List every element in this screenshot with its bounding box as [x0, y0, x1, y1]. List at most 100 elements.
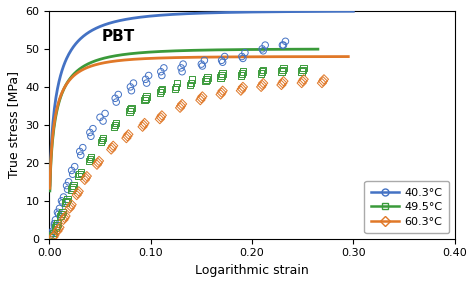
Point: [51, 223, 58, 228]
Point: [71, 164, 79, 169]
Point: [218, 90, 226, 95]
Point: [176, 105, 184, 110]
Point: [55, 225, 63, 230]
Point: [69, 172, 76, 176]
Point: [320, 77, 328, 82]
Point: [94, 160, 102, 165]
Point: [50, 235, 57, 239]
Point: [124, 134, 131, 139]
Point: [68, 187, 75, 192]
Point: [282, 39, 289, 44]
Point: [96, 115, 104, 120]
Point: [49, 229, 56, 233]
Point: [66, 206, 73, 211]
Legend: 40.3°C, 49.5°C, 60.3°C: 40.3°C, 49.5°C, 60.3°C: [365, 181, 449, 233]
Point: [58, 199, 65, 203]
Point: [87, 155, 95, 159]
Point: [87, 134, 95, 139]
Point: [299, 79, 307, 83]
Point: [156, 90, 164, 95]
Point: [127, 85, 134, 89]
Point: [202, 77, 210, 82]
Point: [178, 69, 186, 74]
Point: [65, 179, 73, 184]
Point: [55, 212, 62, 216]
Point: [219, 88, 227, 93]
Point: [68, 202, 75, 207]
Point: [157, 115, 164, 120]
Point: [257, 71, 265, 76]
Point: [109, 143, 117, 148]
Point: [280, 43, 287, 47]
Point: [51, 233, 58, 237]
Point: [86, 130, 94, 135]
Point: [187, 81, 195, 85]
Point: [83, 174, 91, 178]
Point: [298, 81, 305, 85]
Point: [49, 233, 56, 237]
Point: [241, 51, 249, 55]
Point: [69, 185, 76, 190]
Text: PBT: PBT: [102, 29, 135, 44]
Point: [47, 231, 55, 235]
Point: [279, 81, 286, 85]
Point: [172, 85, 180, 89]
Point: [49, 235, 56, 239]
X-axis label: Logarithmic strain: Logarithmic strain: [195, 264, 309, 277]
Point: [258, 47, 266, 51]
Point: [218, 58, 226, 62]
Point: [77, 153, 84, 158]
Point: [171, 87, 179, 91]
Point: [257, 85, 265, 89]
Point: [299, 68, 307, 72]
Point: [53, 223, 60, 228]
Point: [239, 85, 246, 89]
Point: [99, 119, 107, 123]
Point: [111, 123, 119, 127]
Point: [197, 98, 204, 103]
Point: [60, 195, 67, 199]
Point: [177, 104, 185, 108]
Point: [125, 132, 132, 137]
Point: [259, 49, 267, 53]
Point: [238, 71, 246, 76]
Point: [128, 105, 135, 110]
Point: [52, 225, 59, 230]
Point: [64, 197, 72, 201]
Point: [93, 162, 101, 167]
Point: [112, 121, 120, 125]
Point: [50, 235, 57, 239]
Point: [143, 94, 150, 99]
Point: [237, 88, 245, 93]
Point: [179, 62, 187, 66]
Point: [178, 102, 186, 106]
Point: [109, 145, 116, 150]
Point: [199, 94, 206, 99]
Point: [67, 204, 74, 209]
Point: [221, 54, 228, 59]
Point: [76, 172, 83, 176]
Point: [58, 212, 65, 216]
Point: [219, 71, 227, 76]
Point: [130, 81, 137, 85]
Point: [300, 77, 308, 82]
Point: [199, 64, 206, 68]
Point: [189, 77, 196, 82]
Point: [98, 138, 106, 142]
Point: [173, 81, 181, 85]
Point: [51, 221, 58, 226]
Point: [63, 199, 70, 203]
Point: [143, 81, 150, 85]
Point: [158, 113, 165, 118]
Point: [157, 88, 164, 93]
Point: [54, 210, 61, 214]
Point: [50, 231, 57, 235]
Point: [160, 66, 168, 70]
Point: [201, 79, 209, 83]
Point: [62, 214, 69, 218]
Point: [59, 210, 66, 214]
Point: [158, 73, 165, 78]
Point: [76, 149, 83, 154]
Point: [77, 170, 84, 175]
Point: [186, 83, 194, 87]
